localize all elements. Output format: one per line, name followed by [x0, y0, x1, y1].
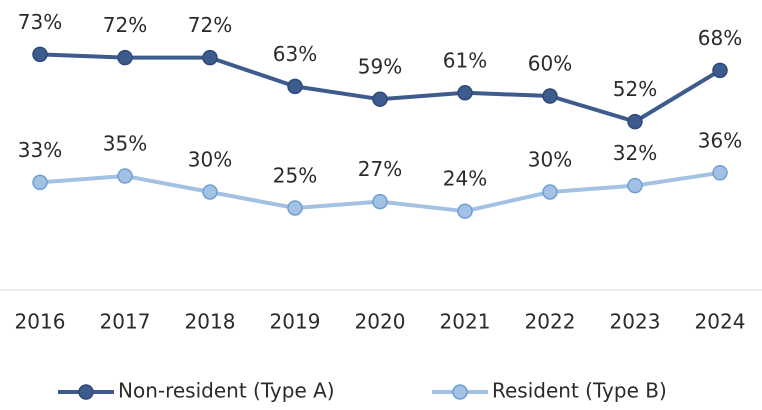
legend-label: Resident (Type B): [492, 379, 667, 403]
point: [117, 49, 133, 66]
data-label: 35%: [103, 132, 147, 156]
data-label: 72%: [188, 13, 232, 37]
point: [202, 184, 218, 200]
data-label: 68%: [698, 26, 742, 50]
x-tick-label: 2022: [525, 310, 576, 334]
point: [457, 203, 473, 219]
point: [372, 91, 388, 107]
x-tick-label: 2017: [100, 310, 151, 334]
legend-label: Non-resident (Type A): [118, 379, 335, 403]
data-label: 73%: [18, 10, 62, 34]
point: [542, 88, 558, 104]
point: [32, 174, 48, 191]
data-label: 72%: [103, 13, 147, 37]
x-tick-label: 2018: [185, 310, 236, 334]
x-tick-label: 2016: [15, 310, 66, 334]
data-label: 24%: [443, 167, 487, 191]
data-label: 52%: [613, 77, 657, 101]
point: [202, 49, 218, 66]
data-label: 30%: [188, 148, 232, 172]
data-label: 63%: [273, 42, 317, 66]
point: [32, 46, 48, 63]
point: [117, 168, 133, 184]
data-label: 32%: [613, 141, 657, 165]
point: [712, 165, 728, 181]
point: [287, 200, 303, 216]
point: [627, 113, 643, 130]
x-tick-label: 2021: [440, 310, 491, 334]
point: [712, 62, 728, 79]
x-tick-label: 2023: [610, 310, 661, 334]
point: [542, 184, 558, 200]
point: [372, 193, 388, 210]
data-label: 61%: [443, 48, 487, 72]
data-label: 25%: [273, 164, 317, 188]
data-label: 36%: [698, 128, 742, 152]
x-tick-label: 2020: [355, 310, 406, 334]
data-label: 27%: [358, 157, 402, 181]
data-label: 60%: [528, 52, 572, 76]
data-label: 33%: [18, 138, 62, 162]
data-label: 30%: [528, 148, 572, 172]
legend-marker: [78, 384, 94, 400]
point: [287, 78, 303, 95]
x-tick-label: 2024: [695, 310, 746, 334]
x-tick-label: 2019: [270, 310, 321, 334]
data-label: 59%: [358, 55, 402, 79]
point: [457, 85, 473, 101]
legend-marker: [452, 384, 468, 400]
point: [627, 177, 643, 194]
